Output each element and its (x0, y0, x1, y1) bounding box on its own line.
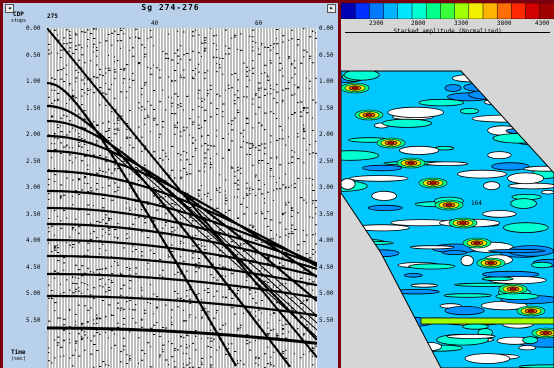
y-tick-label-right: 3.50 (319, 210, 334, 218)
noise-event (106, 147, 317, 338)
colorbar-swatch (511, 3, 527, 19)
minimize-icon[interactable]: ◂ (5, 4, 14, 13)
semblance-contour-plot[interactable] (341, 43, 554, 368)
reflection-event (47, 169, 317, 268)
contour-outline (341, 70, 554, 368)
y-tick-label-left: 5.00 (26, 290, 41, 297)
seismic-gather-display[interactable] (47, 28, 317, 368)
colorbar-swatch (440, 3, 456, 19)
y-tick-label-left: 1.00 (26, 78, 41, 85)
colorbar-swatch (397, 3, 413, 19)
colorbar-swatch (482, 3, 498, 19)
maximize-icon[interactable]: ▸ (327, 4, 336, 13)
gather-title: Sg 274-276 (141, 3, 200, 12)
x-tick-label: 60 (255, 20, 263, 27)
reflection-event (47, 206, 317, 266)
y-tick-label-left: 3.50 (26, 210, 41, 218)
colorbar-title: Stacked amplitude (Normalized) (393, 28, 502, 35)
y-tick-label-right: 1.50 (319, 104, 334, 112)
reflection-event (47, 254, 317, 287)
reflection-event (47, 189, 317, 265)
y-tick-label-left: 2.00 (26, 131, 41, 138)
reflection-event (47, 222, 317, 270)
cdp-sub-label: stops (11, 18, 27, 24)
colorbar-tick: 3300 (454, 20, 469, 27)
colorbar-swatch (468, 3, 484, 19)
colorbar-tick: 2300 (369, 20, 384, 27)
y-tick-label-right: 5.00 (319, 290, 334, 297)
x-tick-label: 40 (151, 20, 159, 27)
colorbar-tick: 3800 (497, 20, 512, 27)
first-trace-label: 275 (47, 13, 58, 20)
colorbar-swatch (411, 3, 427, 19)
y-tick-label-left: 5.50 (26, 316, 41, 324)
y-tick-label-left: 2.50 (26, 157, 41, 165)
colorbar-swatch (539, 3, 554, 19)
y-tick-label-right: 4.50 (319, 263, 334, 271)
y-axis-unit: (sec) (11, 356, 27, 362)
y-tick-label-right: 2.50 (319, 157, 334, 165)
reflection-event (47, 119, 317, 341)
gather-panel[interactable]: ◂ ▸ Sg 274-276 CDP stops 275 40 60 0.00 0… (3, 3, 338, 368)
reflection-event (47, 104, 291, 368)
reflection-event (47, 294, 317, 317)
colorbar-swatch (496, 3, 513, 19)
colorbar-tick: 4300 (535, 20, 550, 27)
y-tick-label-right: 0.00 (319, 25, 334, 32)
velocity-pick-label: 164 (471, 200, 482, 207)
y-tick-label-left: 4.00 (26, 237, 41, 244)
colorbar-swatch (383, 3, 399, 19)
reflection-event (47, 272, 317, 299)
colorbar-swatch (525, 3, 541, 19)
noise-event (136, 167, 317, 331)
color-scale-bar (341, 3, 554, 19)
first-break (47, 28, 317, 359)
y-tick-label-right: 3.00 (319, 184, 334, 191)
reflection-event (47, 81, 237, 367)
contour-band (341, 71, 554, 368)
y-tick-label-left: 0.00 (26, 25, 41, 32)
semblance-panel[interactable]: 2300 2800 3300 3800 4300 Stacked amplitu… (341, 3, 554, 368)
noise-event (196, 207, 317, 317)
reflection-event (47, 326, 317, 345)
colorbar-axis-line (345, 32, 550, 33)
cdp-label: CDP (13, 11, 24, 18)
colorbar-tick: 2800 (411, 20, 426, 27)
y-tick-label-left: 3.00 (26, 184, 41, 191)
seismic-traces (47, 28, 317, 368)
colorbar-swatch (425, 3, 442, 19)
y-tick-label-left: 0.50 (26, 51, 41, 59)
reflection-event (47, 238, 317, 278)
y-tick-label-left: 4.50 (26, 263, 41, 271)
noise-event (166, 187, 317, 324)
y-axis-label: Time (11, 349, 26, 356)
y-tick-label-left: 1.50 (26, 104, 41, 112)
colorbar-swatch (369, 3, 385, 19)
reflection-event (47, 134, 317, 302)
colorbar-swatch (341, 3, 356, 19)
y-tick-label-right: 2.00 (319, 131, 334, 138)
y-tick-label-right: 5.50 (319, 316, 334, 324)
y-tick-label-right: 4.00 (319, 237, 334, 244)
colorbar-swatch (454, 3, 470, 19)
y-tick-label-right: 1.00 (319, 78, 334, 85)
y-tick-label-right: 0.50 (319, 51, 334, 59)
colorbar-swatch (354, 3, 371, 19)
